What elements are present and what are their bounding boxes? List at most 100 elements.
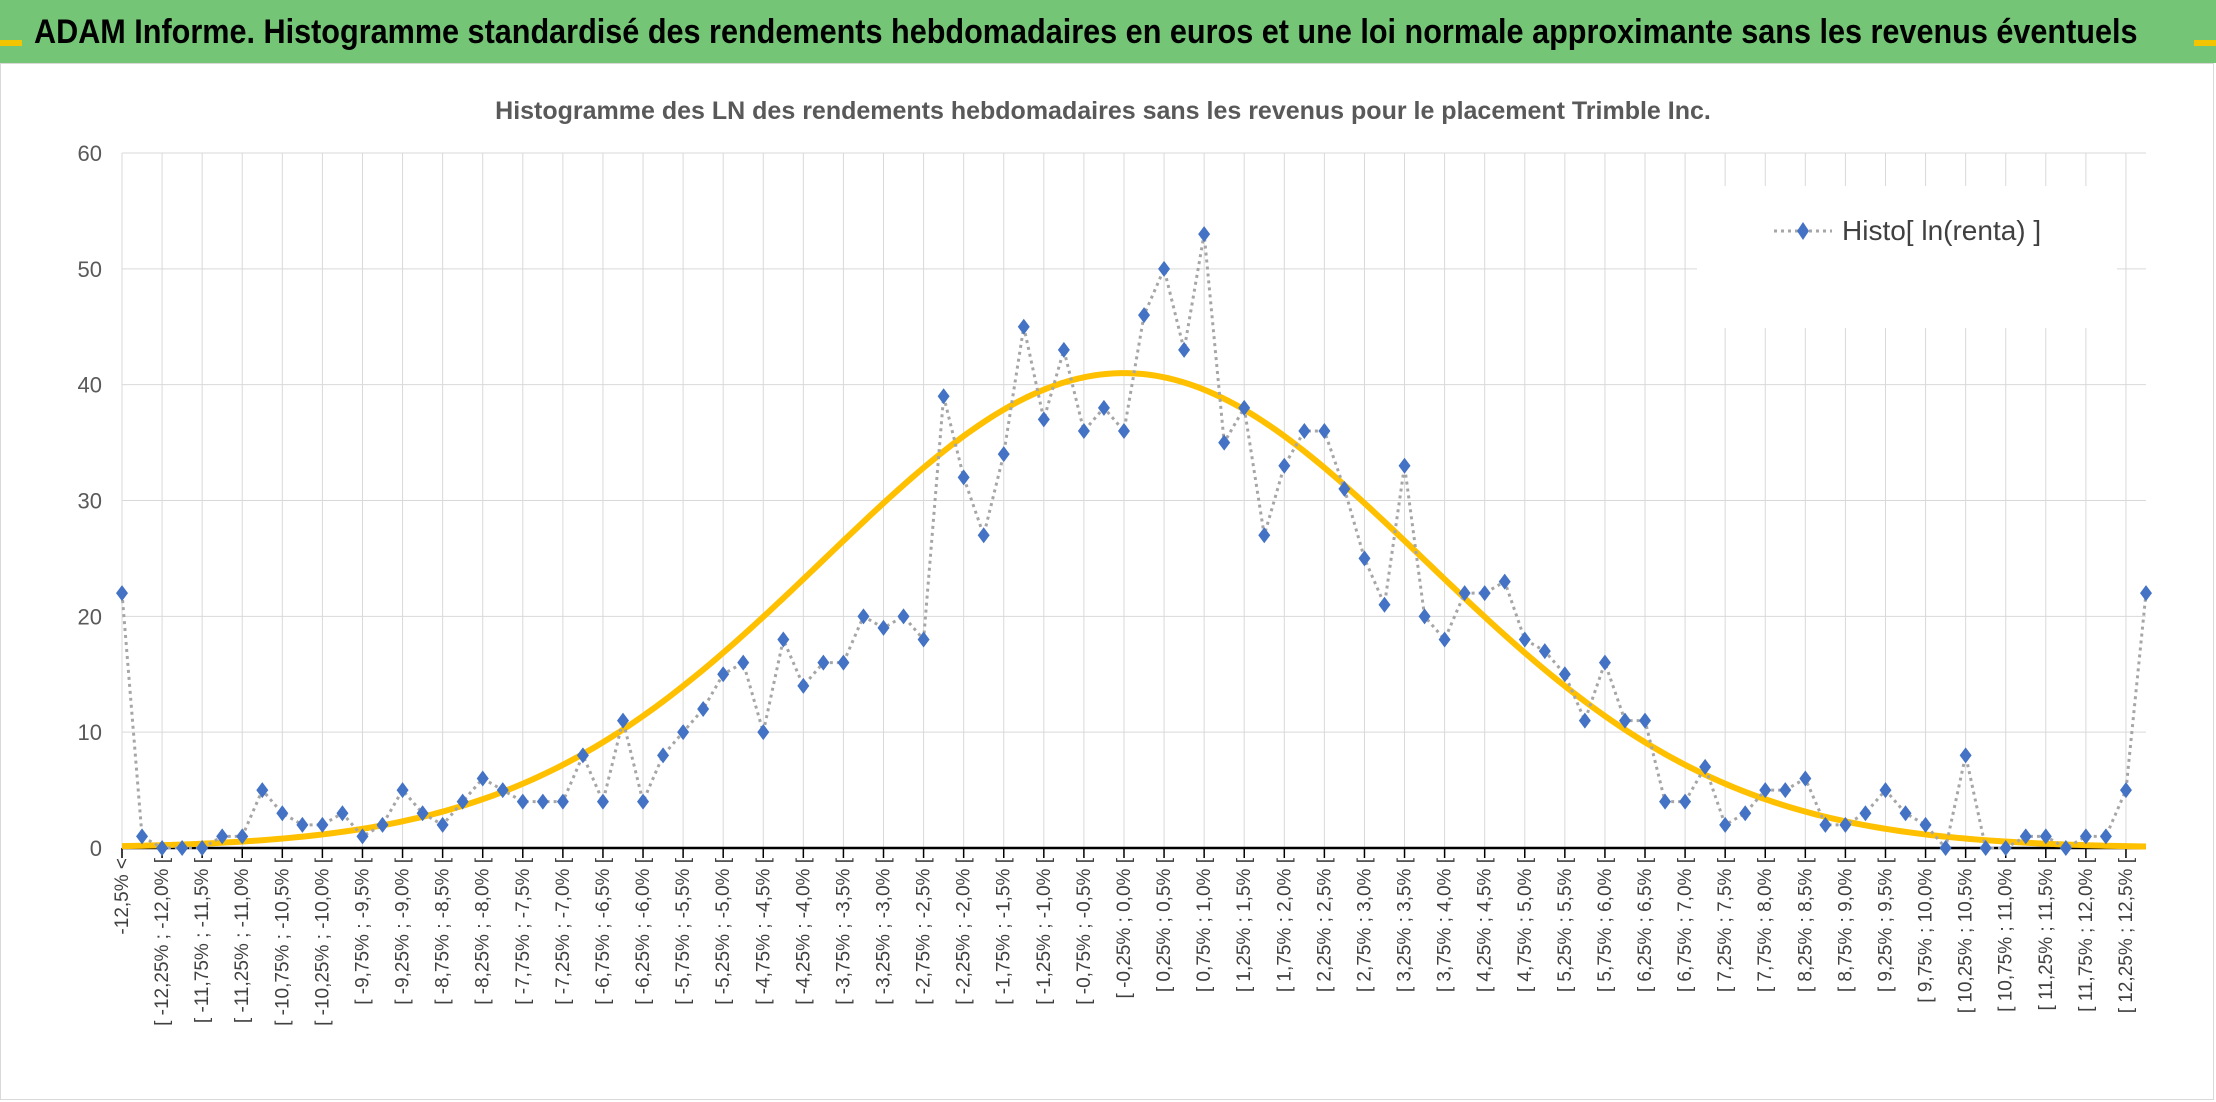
x-tick-label: [ -8,25% ; -8,0% [ bbox=[473, 857, 494, 1005]
x-tick-label: [ -9,25% ; -9,0% [ bbox=[393, 857, 414, 1005]
histogram-point bbox=[777, 631, 790, 648]
x-tick-label: [ 7,25% ; 7,5% [ bbox=[1715, 857, 1736, 992]
histogram-point bbox=[1498, 573, 1511, 590]
x-tick-label: [ -5,75% ; -5,5% [ bbox=[673, 857, 694, 1005]
histogram-point bbox=[1138, 307, 1151, 324]
report-title: ADAM Informe. Histogramme standardisé de… bbox=[34, 13, 2138, 51]
x-tick-label: [ -11,75% ; -11,5% [ bbox=[192, 857, 213, 1023]
histogram-point bbox=[1558, 666, 1571, 683]
histogram-point bbox=[176, 840, 189, 856]
histogram-point bbox=[1358, 550, 1371, 567]
histogram-point bbox=[1999, 840, 2012, 856]
x-tick-label: [ 4,75% ; 5,0% [ bbox=[1515, 857, 1536, 992]
x-tick-label: [ -10,75% ; -10,5% [ bbox=[272, 857, 293, 1026]
histogram-point bbox=[216, 828, 229, 845]
histogram-point bbox=[496, 782, 509, 799]
x-tick-label: [ 0,25% ; 0,5% [ bbox=[1154, 857, 1175, 992]
histogram-point bbox=[1158, 260, 1171, 277]
histogram-point bbox=[1859, 805, 1872, 822]
y-tick-label: 0 bbox=[90, 836, 102, 861]
x-tick-label: [ 3,75% ; 4,0% [ bbox=[1435, 857, 1456, 992]
histogram-point bbox=[1679, 793, 1692, 810]
histogram-point bbox=[1117, 423, 1130, 439]
histogram-line bbox=[120, 233, 2148, 852]
histogram-point bbox=[1979, 840, 1992, 856]
histogram-point bbox=[1719, 816, 1732, 833]
histogram-point bbox=[1438, 631, 1451, 648]
histogram-point bbox=[396, 782, 409, 799]
x-tick-label: [ -6,75% ; -6,5% [ bbox=[593, 857, 614, 1005]
histogram-point bbox=[637, 793, 650, 810]
histogram-point bbox=[877, 619, 890, 636]
histogram-point bbox=[1578, 712, 1591, 729]
histogram-point bbox=[1939, 840, 1952, 856]
x-tick-label: [ -4,25% ; -4,0% [ bbox=[793, 857, 814, 1005]
x-tick-label: [ 10,25% ; 10,5% [ bbox=[1956, 857, 1977, 1013]
x-tick-label: [ 9,75% ; 10,0% [ bbox=[1916, 857, 1937, 1002]
x-tick-label: [ 2,25% ; 2,5% [ bbox=[1314, 857, 1335, 992]
histogram-point bbox=[1779, 782, 1792, 799]
histogram-point bbox=[1618, 712, 1631, 729]
x-tick-label: [ 1,25% ; 1,5% [ bbox=[1234, 857, 1255, 992]
x-tick-label: [ -5,25% ; -5,0% [ bbox=[713, 857, 734, 1005]
y-tick-label: 40 bbox=[78, 373, 102, 398]
histogram-point bbox=[917, 631, 930, 648]
axes: 0 10 20 30 40 50 60 -12,5% < [ -12,25% ; -12,0% … bbox=[78, 141, 2146, 1026]
histogram-point bbox=[1258, 527, 1271, 544]
x-tick-label: [ -12,25% ; -12,0% [ bbox=[152, 857, 173, 1026]
histogram-point bbox=[2140, 585, 2152, 602]
histogram-point bbox=[897, 608, 910, 625]
histogram-point bbox=[677, 724, 690, 741]
histogram-point bbox=[1839, 816, 1852, 833]
histogram-point bbox=[1218, 434, 1231, 451]
histogram-point bbox=[697, 701, 710, 717]
histogram-point bbox=[817, 654, 830, 671]
report-header: ADAM Informe. Histogramme standardisé de… bbox=[0, 0, 2216, 63]
histogram-point bbox=[2019, 828, 2032, 845]
histogram-point bbox=[596, 793, 609, 810]
x-tick-label: [ 3,25% ; 3,5% [ bbox=[1395, 857, 1416, 992]
legend-diamond-icon bbox=[1797, 222, 1809, 240]
histogram-point bbox=[1518, 631, 1531, 648]
histogram-point bbox=[576, 747, 589, 764]
histogram-point bbox=[1278, 457, 1291, 474]
histogram-point bbox=[1478, 585, 1491, 602]
histogram-point bbox=[436, 816, 449, 833]
x-tick-label: [ -9,75% ; -9,5% [ bbox=[352, 857, 373, 1005]
histogram-point bbox=[1639, 712, 1652, 729]
x-tick-label: [ 10,75% ; 11,0% [ bbox=[1996, 857, 2017, 1012]
histogram-point bbox=[276, 805, 289, 822]
histogram-point bbox=[1017, 318, 1030, 335]
x-tick-label: [ -6,25% ; -6,0% [ bbox=[633, 857, 654, 1005]
x-tick-label: [ 7,75% ; 8,0% [ bbox=[1755, 857, 1776, 992]
histogram-point bbox=[2119, 782, 2132, 799]
x-tick-label: [ 4,25% ; 4,5% [ bbox=[1475, 857, 1496, 992]
x-tick-label: [ -1,25% ; -1,0% [ bbox=[1034, 857, 1055, 1005]
x-tick-label: [ 6,75% ; 7,0% [ bbox=[1675, 857, 1696, 992]
y-tick-label: 60 bbox=[78, 141, 102, 166]
x-tick-label: [ -2,75% ; -2,5% [ bbox=[914, 857, 935, 1005]
x-tick-label: [ -1,75% ; -1,5% [ bbox=[994, 857, 1015, 1005]
histogram-point bbox=[1077, 423, 1090, 439]
histogram-point bbox=[356, 828, 369, 845]
histogram-point bbox=[336, 805, 349, 822]
x-tick-label: [ -7,75% ; -7,5% [ bbox=[513, 857, 534, 1005]
x-tick-label: [ 8,25% ; 8,5% [ bbox=[1795, 857, 1816, 992]
histogram-point bbox=[2059, 840, 2072, 856]
histogram-point bbox=[1418, 608, 1431, 625]
histogram-point bbox=[376, 816, 389, 833]
histogram-point bbox=[136, 828, 149, 845]
x-tick-label: [ 5,75% ; 6,0% [ bbox=[1595, 857, 1616, 992]
histogram-point bbox=[236, 828, 249, 845]
histogram-point bbox=[757, 724, 770, 741]
histogram-point bbox=[1659, 793, 1672, 810]
histogram-point bbox=[1598, 654, 1611, 671]
histogram-point bbox=[937, 388, 950, 405]
histogram-point bbox=[1699, 758, 1712, 775]
histogram-point bbox=[1759, 782, 1772, 799]
histogram-point bbox=[1819, 816, 1832, 833]
chart-frame bbox=[0, 63, 2214, 1100]
histogram-point bbox=[957, 469, 970, 486]
histogram-series-layer bbox=[116, 226, 2152, 856]
